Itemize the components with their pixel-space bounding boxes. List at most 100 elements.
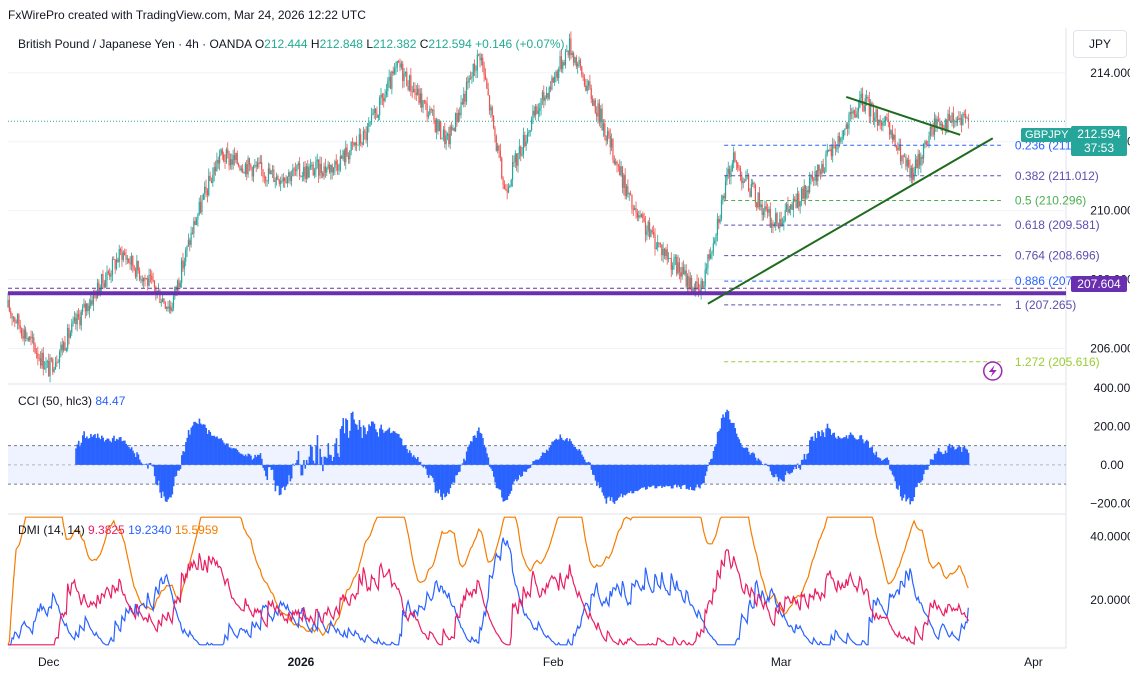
- candle-body: [564, 51, 567, 66]
- candle-body: [819, 171, 822, 174]
- cci-bar: [335, 438, 338, 465]
- candle-body: [83, 303, 85, 308]
- cci-bar: [795, 464, 798, 470]
- cci-bar: [217, 438, 220, 465]
- currency-button[interactable]: JPY: [1073, 30, 1127, 58]
- candle-body: [836, 148, 838, 150]
- cci-bar: [437, 464, 439, 494]
- candle-body: [149, 274, 152, 276]
- candle-body: [666, 249, 668, 260]
- candle-body: [178, 280, 180, 287]
- candle-body: [315, 161, 317, 171]
- cci-bar: [861, 439, 864, 465]
- cci-bar: [187, 430, 190, 465]
- candle-body: [452, 128, 454, 131]
- cci-bar: [819, 436, 822, 465]
- cci-bar: [840, 438, 842, 465]
- cci-bar: [125, 443, 128, 465]
- candle-body: [434, 119, 436, 132]
- cci-bar: [936, 451, 939, 465]
- candle-body: [476, 54, 478, 71]
- cci-bar: [190, 427, 193, 465]
- cci-bar: [677, 464, 680, 486]
- cci-bar: [270, 464, 273, 470]
- candle-body: [216, 159, 218, 172]
- candle-body: [318, 159, 320, 176]
- candle-body: [179, 282, 181, 287]
- cci-bar: [886, 457, 888, 465]
- candle-body: [753, 182, 755, 186]
- cci-bar: [124, 440, 126, 465]
- candle-body: [570, 38, 572, 55]
- candle-body: [87, 303, 89, 311]
- cci-bar: [156, 464, 159, 486]
- cci-bar: [521, 464, 524, 477]
- candle-body: [867, 96, 869, 100]
- cci-bar: [110, 442, 113, 465]
- candle-body: [319, 163, 321, 176]
- candle-body: [624, 175, 626, 197]
- candle-body: [182, 260, 184, 269]
- candle-body: [214, 167, 217, 172]
- cci-bar: [261, 458, 263, 465]
- cci-bar: [185, 442, 187, 465]
- candle-body: [140, 279, 142, 281]
- candle-body: [204, 186, 206, 194]
- candle-body: [528, 131, 530, 134]
- cci-bar: [958, 445, 960, 465]
- cci-bar: [764, 463, 766, 465]
- candle-body: [7, 299, 9, 308]
- candle-body: [240, 168, 242, 171]
- cci-bar: [582, 456, 585, 465]
- candle-body: [436, 119, 438, 132]
- candle-body: [703, 285, 705, 288]
- candle-body: [895, 146, 898, 148]
- candle-body: [674, 256, 676, 258]
- candle-body: [552, 77, 554, 83]
- cci-bar: [903, 464, 906, 495]
- cci-bar: [560, 437, 563, 465]
- candle-body: [227, 149, 229, 154]
- symbol-legend: British Pound / Japanese Yen · 4h · OAND…: [18, 37, 565, 51]
- cci-bar: [410, 453, 412, 465]
- cci-bar: [643, 464, 646, 488]
- high-value: 212.848: [319, 37, 363, 51]
- candle-body: [406, 71, 408, 87]
- candle-body: [792, 198, 794, 210]
- candle-body: [916, 159, 918, 169]
- cci-bar: [768, 464, 770, 467]
- cci-bar: [214, 437, 217, 465]
- cci-bar: [224, 444, 227, 465]
- cci-bar: [714, 446, 716, 465]
- candle-body: [164, 303, 166, 309]
- cci-bar: [654, 464, 657, 489]
- candle-body: [355, 142, 358, 145]
- cci-bar: [99, 439, 102, 465]
- candle-body: [168, 306, 171, 309]
- candle-body: [57, 361, 59, 363]
- candle-body: [693, 287, 695, 294]
- candle-body: [15, 321, 17, 324]
- candle-body: [205, 186, 207, 190]
- candle-body: [541, 92, 544, 99]
- candle-body: [715, 235, 717, 241]
- plus-di-line: [8, 548, 969, 646]
- candle-body: [903, 156, 906, 158]
- cci-bar: [944, 450, 947, 465]
- candle-body: [479, 54, 481, 61]
- candle-body: [237, 163, 240, 167]
- cci-bar: [644, 464, 647, 490]
- cci-bar: [828, 427, 830, 465]
- price-tick-label: 214.000: [1090, 66, 1130, 80]
- cci-bar: [895, 464, 898, 489]
- candle-body: [959, 118, 961, 120]
- cci-bar: [274, 464, 277, 492]
- candle-body: [781, 222, 784, 227]
- candle-body: [172, 296, 175, 309]
- cci-bar: [174, 464, 176, 477]
- cci-bar: [739, 442, 742, 465]
- candle-body: [472, 63, 474, 77]
- candle-body: [838, 136, 841, 142]
- cci-bar: [589, 462, 591, 465]
